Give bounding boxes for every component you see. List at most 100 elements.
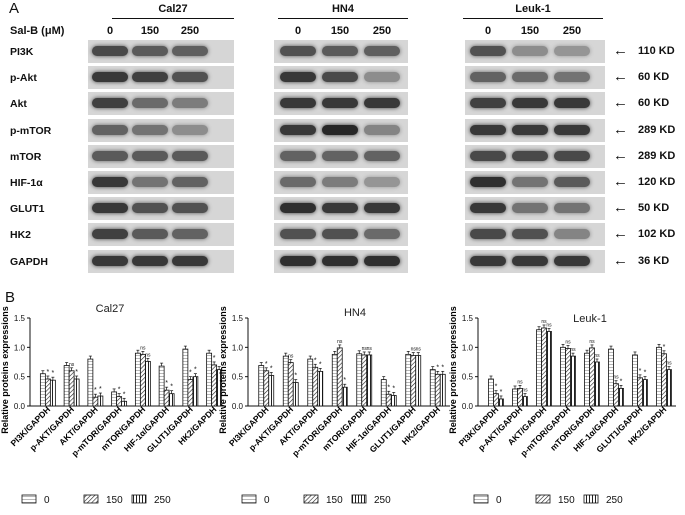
blot-band xyxy=(470,98,506,109)
blot-band xyxy=(512,124,548,135)
bar xyxy=(493,393,499,407)
significance-label: ns xyxy=(666,361,672,367)
bar xyxy=(415,355,422,407)
significance-label: * xyxy=(620,378,623,385)
blot-band xyxy=(470,203,506,214)
y-axis-label: Relative proteins expressions xyxy=(0,306,10,434)
blot-band xyxy=(364,203,400,214)
blot-band xyxy=(172,124,208,135)
y-tick-label: 1.5 xyxy=(462,314,474,323)
blot-band xyxy=(364,177,400,187)
protein-label: p-Akt xyxy=(10,72,37,85)
arrow-icon: ← xyxy=(613,199,628,217)
bar xyxy=(206,352,213,407)
y-tick-label: 1.5 xyxy=(232,314,244,323)
blot-band xyxy=(364,46,400,56)
bar xyxy=(341,386,348,407)
blot-band xyxy=(280,177,316,187)
significance-label: ns xyxy=(546,322,552,328)
legend-label: 150 xyxy=(326,495,343,506)
bar xyxy=(570,355,576,407)
arrow-icon: ← xyxy=(613,225,628,243)
protein-label: Akt xyxy=(10,98,27,111)
y-tick-label: 0.5 xyxy=(232,373,244,382)
blot-band xyxy=(554,72,590,83)
legend-label: 150 xyxy=(558,495,575,506)
blot-band xyxy=(512,177,548,187)
blot-band xyxy=(554,150,590,161)
blot-band xyxy=(172,98,208,109)
significance-label: * xyxy=(265,361,268,368)
y-tick-label: 1.0 xyxy=(232,343,244,352)
bar xyxy=(565,348,571,407)
blot-band xyxy=(554,124,590,135)
blot-band xyxy=(132,177,168,187)
blot-band xyxy=(132,150,168,161)
significance-label: * xyxy=(663,344,666,351)
cell-line-underline xyxy=(112,18,234,19)
legend-label: 0 xyxy=(264,495,270,506)
bar xyxy=(139,353,146,407)
blot-band xyxy=(512,98,548,109)
significance-label: ns xyxy=(416,347,422,353)
significance-label: * xyxy=(644,370,647,377)
bar xyxy=(637,377,643,407)
bar xyxy=(307,358,314,407)
significance-label: * xyxy=(319,361,322,368)
significance-label: ns xyxy=(145,352,151,358)
significance-label: * xyxy=(170,384,173,391)
significance-label: * xyxy=(99,386,102,393)
blot-band xyxy=(92,255,128,266)
legend-label: 0 xyxy=(44,495,50,506)
significance-label: ns xyxy=(288,354,294,360)
significance-label: * xyxy=(47,369,50,376)
blot-band xyxy=(470,255,506,266)
protein-label: HIF-1α xyxy=(10,177,43,189)
bar xyxy=(439,373,446,407)
bar xyxy=(356,353,363,407)
concentration-label: 150 xyxy=(520,25,540,37)
blot-band xyxy=(172,177,208,187)
significance-label: * xyxy=(94,387,97,394)
significance-label: ns xyxy=(367,346,373,352)
blot-band xyxy=(92,124,128,135)
concentration-label: 250 xyxy=(562,25,582,37)
bar xyxy=(163,389,170,407)
blot-band xyxy=(172,150,208,161)
panel-a-letter: A xyxy=(9,0,20,17)
blot-band xyxy=(172,72,208,83)
blot-band xyxy=(470,150,506,161)
bar xyxy=(68,370,75,407)
blot-band xyxy=(364,255,400,266)
blot-band xyxy=(132,203,168,214)
protein-label: GLUT1 xyxy=(10,203,45,216)
blot-band xyxy=(554,98,590,109)
blot-band xyxy=(364,150,400,161)
concentration-label: 150 xyxy=(330,25,350,37)
blot-band xyxy=(322,229,358,240)
bar xyxy=(488,378,494,407)
arrow-icon: ← xyxy=(613,42,628,59)
significance-label: ns xyxy=(565,340,571,346)
chart-title: Leuk-1 xyxy=(573,313,607,325)
y-tick-label: 0.5 xyxy=(14,373,26,382)
concentration-label: 150 xyxy=(140,25,160,37)
significance-label: ns xyxy=(613,375,619,381)
legend-swatch xyxy=(303,494,319,504)
arrow-icon: ← xyxy=(613,251,628,269)
bar xyxy=(92,396,99,407)
bar xyxy=(546,331,552,407)
bar xyxy=(63,365,70,407)
bar xyxy=(642,379,648,407)
bar xyxy=(268,375,275,407)
significance-label: ns xyxy=(522,388,528,394)
significance-label: ns xyxy=(517,379,523,385)
molecular-weight-label: 50 KD xyxy=(638,202,670,215)
significance-label: * xyxy=(495,384,498,391)
bar xyxy=(44,378,51,407)
arrow-icon: ← xyxy=(613,173,628,190)
y-axis-label: Relative proteins expressions xyxy=(218,306,228,434)
bar xyxy=(380,379,387,407)
bar xyxy=(97,395,104,407)
blot-band xyxy=(280,255,316,266)
